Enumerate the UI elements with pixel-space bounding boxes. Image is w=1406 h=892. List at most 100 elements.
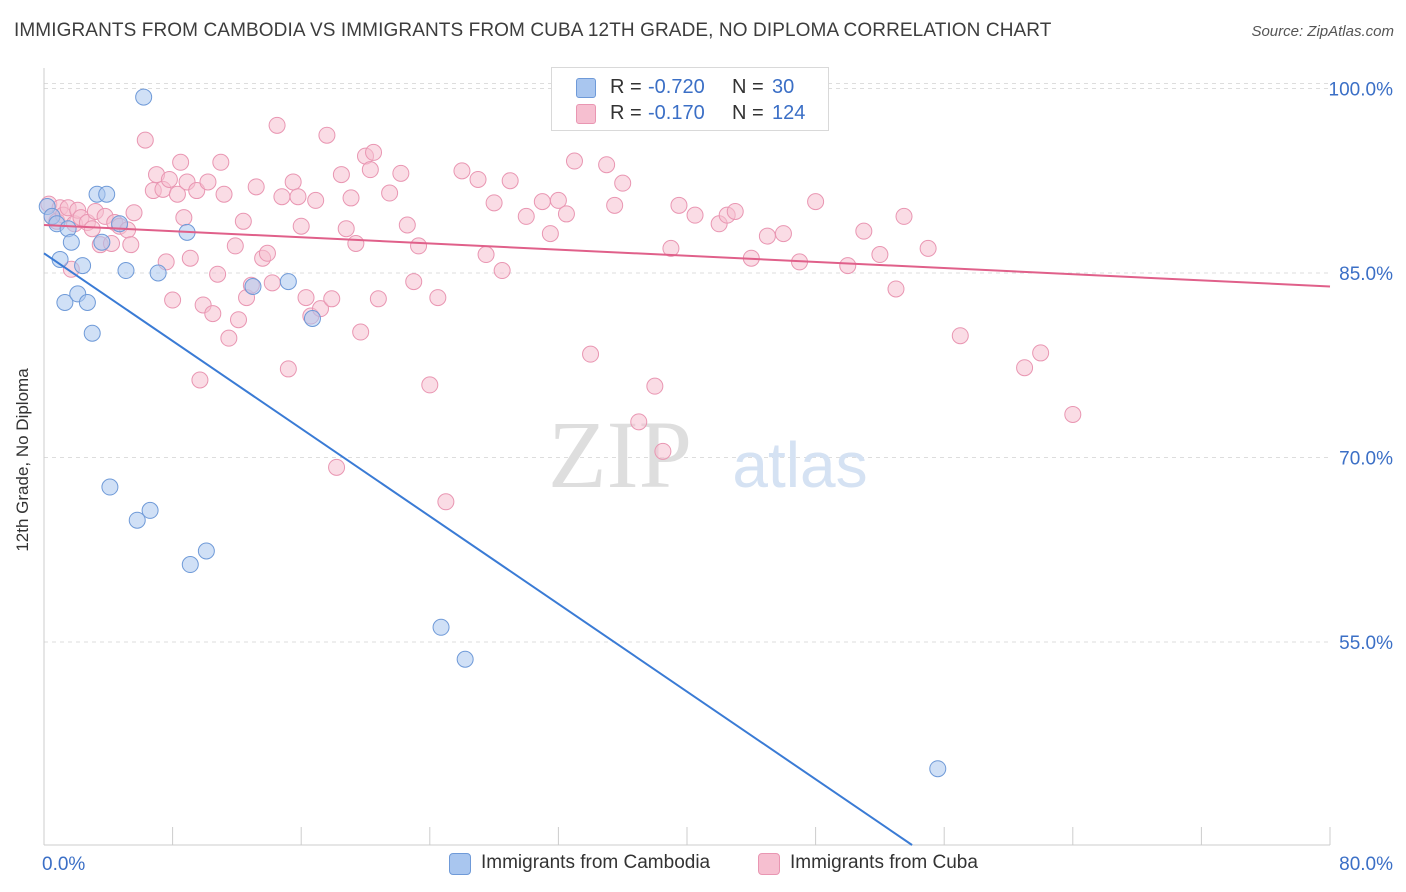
y-axis-label: 12th Grade, No Diploma (13, 368, 32, 552)
cuba-point (215, 185, 233, 203)
y-tick-label: 70.0% (1339, 449, 1393, 470)
cuba-point (369, 290, 387, 308)
cuba-point (347, 234, 365, 252)
cuba-point (1016, 359, 1034, 377)
cuba-point (234, 212, 252, 230)
cambodia-point (128, 511, 146, 529)
cambodia-point (244, 278, 262, 296)
cuba-point (557, 205, 575, 223)
y-tick-label: 100.0% (1329, 79, 1394, 100)
series-cuba (40, 116, 1082, 511)
cuba-point (365, 143, 383, 161)
trend-line-cambodia (43, 252, 913, 846)
cuba-point (398, 216, 416, 234)
cuba-point (230, 311, 248, 329)
cuba-point (199, 173, 217, 191)
x-tick-label: 80.0% (1339, 854, 1393, 875)
series-cambodia (38, 88, 947, 778)
cambodia-point (74, 257, 92, 275)
tick-labels: 55.0% 70.0% 85.0% 100.0% 0.0% 80.0% (42, 79, 1393, 875)
cuba-point (226, 237, 244, 255)
cuba-point (83, 220, 101, 238)
y-tick-label: 85.0% (1339, 264, 1393, 285)
cuba-point (284, 173, 302, 191)
cuba-point (887, 280, 905, 298)
cuba-point (209, 265, 227, 283)
legend-n-label: N = (732, 102, 764, 124)
cuba-point (758, 227, 776, 245)
cuba-point (279, 360, 297, 378)
cuba-point (646, 377, 664, 395)
cuba-point (125, 204, 143, 222)
cuba-point (258, 244, 276, 262)
cuba-point (421, 376, 439, 394)
cambodia-point (56, 294, 74, 311)
cuba-point (533, 193, 551, 211)
bottom-legend-swatch-cuba (758, 853, 780, 875)
cuba-point (273, 188, 291, 206)
cuba-point (164, 291, 182, 309)
cambodia-point (432, 618, 450, 636)
cuba-point (477, 246, 495, 264)
cuba-point (188, 182, 206, 200)
cuba-point (549, 191, 567, 209)
cambodia-point (101, 478, 119, 496)
legend-n-value: 30 (772, 76, 795, 98)
cuba-point (895, 207, 913, 225)
cambodia-point (135, 88, 153, 106)
cuba-point (168, 185, 186, 203)
cuba-point (485, 194, 503, 212)
cuba-point (337, 220, 355, 238)
cuba-point (392, 164, 410, 182)
cuba-point (855, 222, 873, 240)
cuba-point (919, 239, 937, 257)
cuba-point (670, 196, 688, 214)
cuba-point (951, 327, 969, 345)
cuba-point (292, 217, 310, 235)
legend-swatch-cambodia (576, 78, 596, 98)
cuba-point (268, 116, 286, 134)
cuba-point (774, 225, 792, 243)
cuba-point (175, 209, 193, 227)
bottom-legend-swatch-cambodia (449, 853, 471, 875)
cuba-point (307, 191, 325, 209)
cambodia-point (78, 294, 96, 311)
bottom-legend-label-cambodia: Immigrants from Cambodia (481, 852, 711, 873)
chart-title: IMMIGRANTS FROM CAMBODIA VS IMMIGRANTS F… (14, 20, 1052, 41)
cuba-point (630, 413, 648, 431)
y-tick-label: 55.0% (1339, 633, 1393, 654)
cuba-point (332, 166, 350, 184)
legend-r-value: -0.170 (648, 102, 705, 124)
cuba-point (453, 162, 471, 180)
trend-line-cuba (43, 224, 1331, 288)
cuba-point (807, 193, 825, 211)
cambodia-point (456, 650, 474, 668)
legend-r-label: R = (610, 76, 642, 98)
cambodia-point (98, 185, 116, 203)
legend-swatch-cuba (576, 104, 596, 124)
cuba-point (263, 274, 281, 292)
watermark-atlas: atlas (732, 429, 867, 501)
cuba-point (686, 206, 704, 224)
cuba-point (410, 237, 428, 255)
cuba-point (517, 207, 535, 225)
cuba-point (328, 458, 346, 476)
cambodia-point (303, 309, 321, 327)
cambodia-point (149, 264, 167, 282)
cuba-point (429, 289, 447, 307)
cuba-point (191, 371, 209, 389)
cuba-point (289, 188, 307, 206)
cuba-point (839, 257, 857, 275)
cuba-point (654, 442, 672, 460)
cuba-point (247, 178, 265, 196)
cuba-point (381, 184, 399, 202)
cuba-point (160, 170, 178, 188)
cuba-point (469, 170, 487, 188)
source-label: Source: ZipAtlas.com (1251, 23, 1394, 40)
cuba-point (565, 152, 583, 170)
cuba-point (297, 289, 315, 307)
cuba-point (582, 345, 600, 363)
cuba-point (501, 172, 519, 190)
cuba-point (437, 493, 455, 511)
